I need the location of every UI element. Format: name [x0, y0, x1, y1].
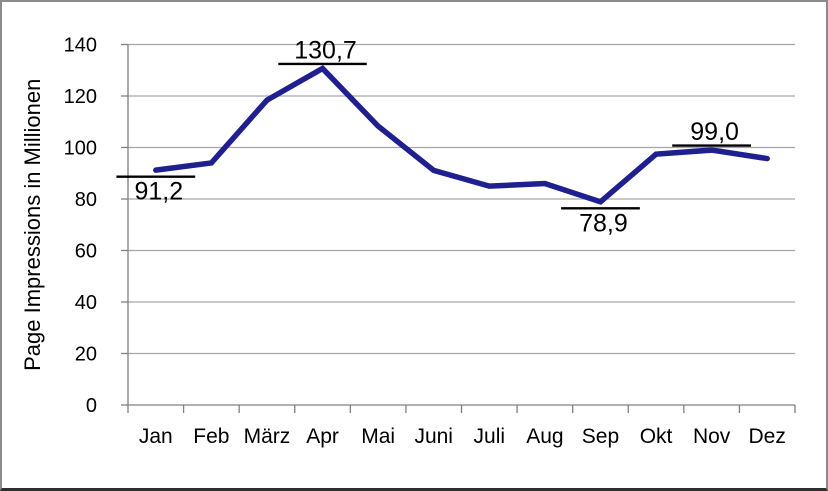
- x-tick-label: März: [244, 425, 291, 448]
- data-label: 130,7: [294, 36, 357, 64]
- data-label: 99,0: [690, 118, 739, 146]
- x-tick-label: Okt: [640, 425, 673, 448]
- x-tick-label: Juni: [414, 425, 453, 448]
- x-tick-label: Aug: [526, 425, 563, 448]
- y-tick-label: 80: [75, 189, 97, 211]
- y-tick-label: 100: [64, 138, 97, 160]
- y-tick-label: 140: [64, 35, 97, 57]
- y-tick-label: 60: [75, 241, 97, 263]
- x-tick-label: Mai: [361, 425, 395, 448]
- x-tick-label: Apr: [306, 425, 339, 448]
- y-axis-title: Page Impressions in Millionen: [20, 79, 45, 371]
- x-tick-label: Nov: [693, 425, 731, 448]
- series-line: [153, 64, 770, 205]
- x-tick-label: Juli: [474, 425, 506, 448]
- x-tick-label: Jan: [139, 425, 173, 448]
- y-tick-label: 20: [75, 344, 97, 366]
- x-tick-label: Sep: [582, 425, 619, 448]
- data-label: 91,2: [134, 178, 183, 206]
- y-tick-label: 120: [64, 86, 97, 108]
- x-tick-label: Feb: [193, 425, 229, 448]
- x-tick-label: Dez: [749, 425, 786, 448]
- data-label: 78,9: [579, 209, 628, 237]
- y-tick-label: 0: [86, 395, 97, 417]
- y-tick-label: 40: [75, 292, 97, 314]
